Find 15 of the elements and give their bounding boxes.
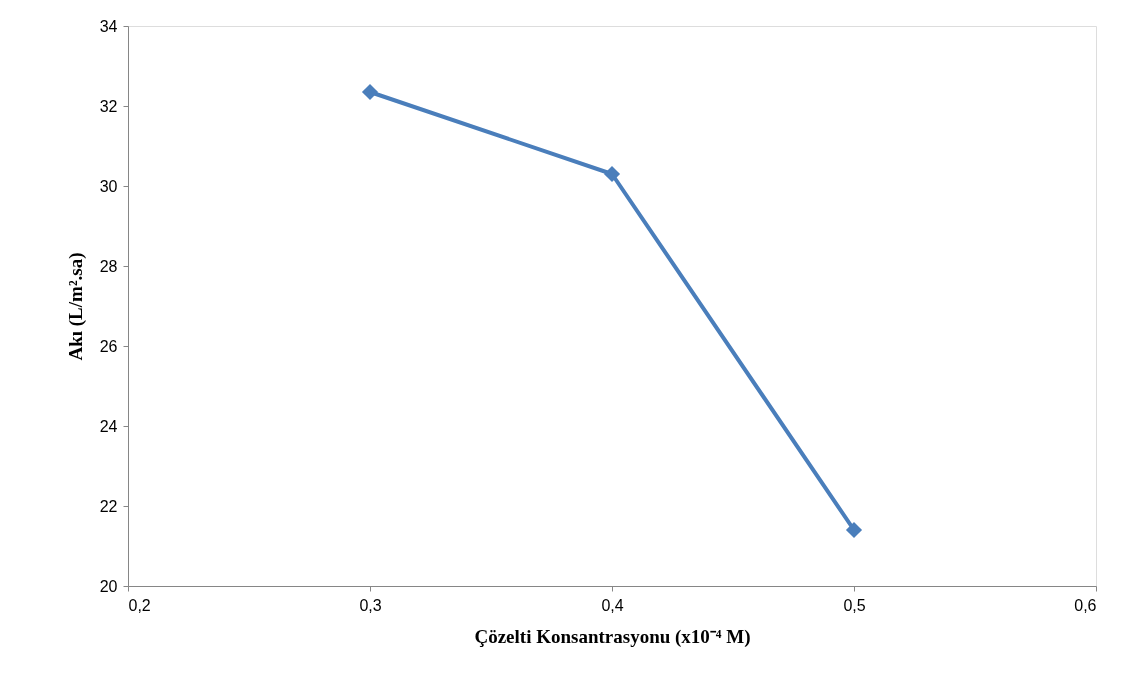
y-axis-title: Akı (L/m².sa) xyxy=(64,252,87,361)
y-tick-label: 24 xyxy=(99,417,118,435)
y-tick-label: 30 xyxy=(99,177,118,195)
x-tick-label: 0,3 xyxy=(359,596,382,614)
x-axis-title: Çözelti Konsantrasyonu (x10⁻⁴ M) xyxy=(474,625,751,648)
x-tick-label: 0,4 xyxy=(601,596,624,614)
y-tick-label: 22 xyxy=(99,497,118,515)
y-tick-label: 34 xyxy=(99,17,118,35)
y-tick-label: 20 xyxy=(99,577,118,595)
x-tick-label: 0,6 xyxy=(1074,596,1097,614)
y-tick-label: 28 xyxy=(99,257,118,275)
y-tick-label: 32 xyxy=(99,97,118,115)
x-tick-label: 0,2 xyxy=(128,596,151,614)
x-tick-label: 0,5 xyxy=(843,596,866,614)
y-tick-label: 26 xyxy=(99,337,118,355)
